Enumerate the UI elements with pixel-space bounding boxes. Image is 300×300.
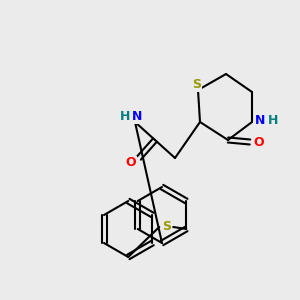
Text: N: N [132,110,142,124]
Text: S: S [193,79,202,92]
Text: O: O [126,157,136,169]
Text: H: H [268,113,278,127]
Text: S: S [162,220,171,233]
Text: H: H [120,110,130,124]
Text: N: N [255,113,265,127]
Text: O: O [254,136,264,148]
